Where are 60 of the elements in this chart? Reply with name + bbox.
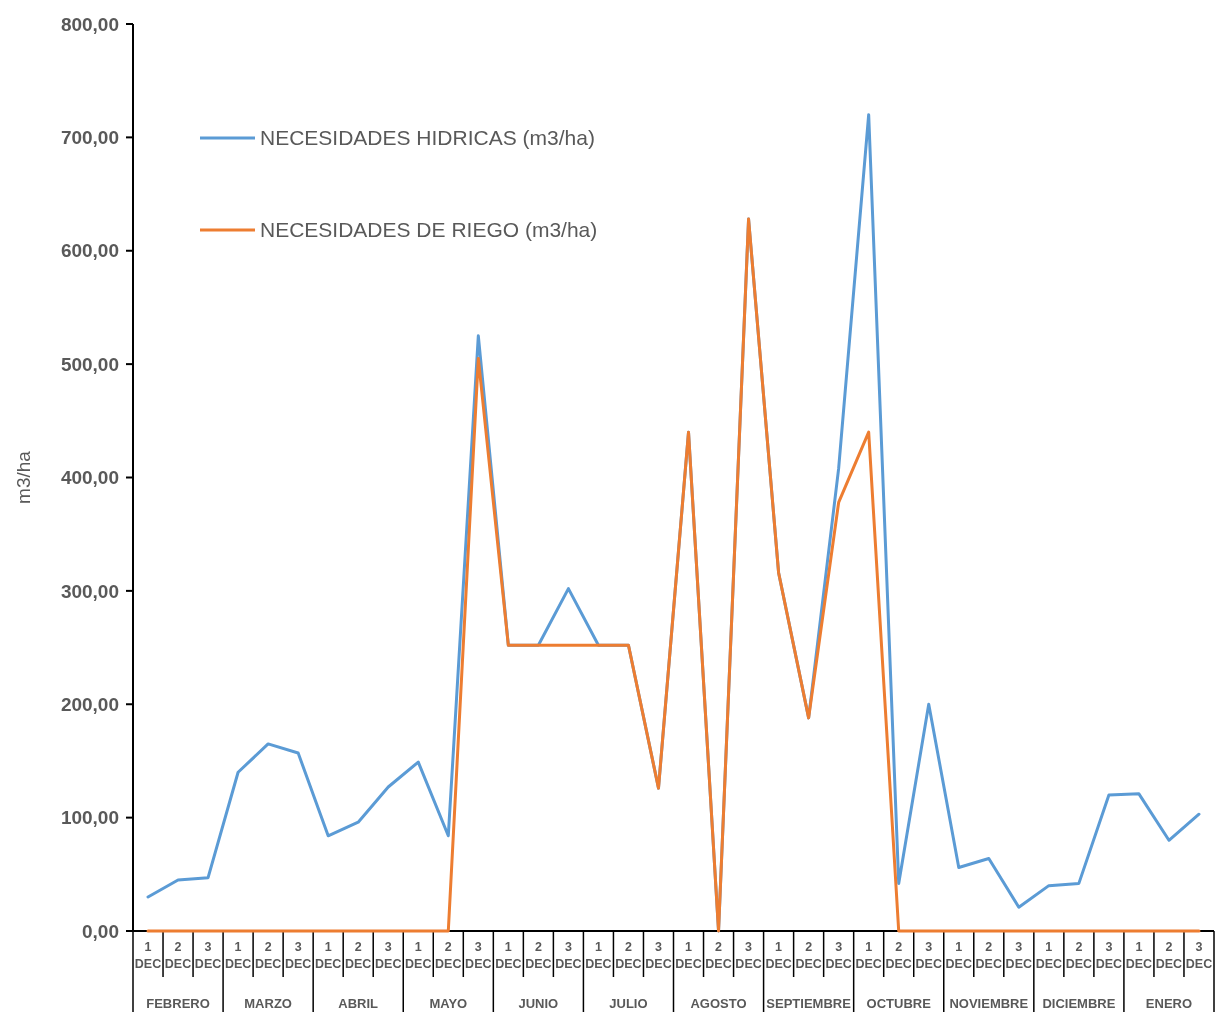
y-tick-label: 700,00 <box>60 127 119 149</box>
x-tick-label: 1 DEC <box>405 940 432 971</box>
x-tick-label: 2 DEC <box>254 940 282 971</box>
x-tick-label: 1 DEC <box>855 940 882 971</box>
legend-label: NECESIDADES HIDRICAS (m3/ha) <box>260 126 595 150</box>
text: MAYO <box>429 996 468 1011</box>
x-tick-label: 2 DEC <box>885 940 912 971</box>
x-tick-label: 3 DEC <box>1005 940 1033 971</box>
x-tick-label: 2 DEC <box>164 940 192 971</box>
x-tick-label: 2 DEC <box>615 940 642 971</box>
x-tick-label: 3 DEC <box>735 940 762 971</box>
y-tick-label: 600,00 <box>60 240 119 262</box>
text: ABRIL <box>338 996 379 1011</box>
x-tick-label: 1 DEC <box>1035 940 1063 971</box>
text: DICIEMBRE <box>1042 996 1116 1011</box>
x-tick-label: 2 DEC <box>795 940 822 971</box>
x-tick-label: 1 DEC <box>765 940 792 971</box>
x-tick-label: 1 DEC <box>224 940 252 971</box>
x-tick-label: 3 DEC <box>1095 940 1123 971</box>
y-axis-title: m3/ha <box>13 450 34 504</box>
y-tick-label: 100,00 <box>60 807 119 829</box>
legend-label: NECESIDADES DE RIEGO (m3/ha) <box>260 218 598 242</box>
x-tick-label: 1 DEC <box>314 940 342 971</box>
x-tick-label: 1 DEC <box>134 940 162 971</box>
text: SEPTIEMBRE <box>766 996 852 1011</box>
x-tick-label: 2 DEC <box>345 940 372 971</box>
x-tick-label: 3 DEC <box>1185 940 1213 971</box>
y-tick-label: 300,00 <box>60 580 119 602</box>
text: AGOSTO <box>690 996 747 1011</box>
text: OCTUBRE <box>866 996 932 1011</box>
x-tick-label: 3 DEC <box>555 940 582 971</box>
x-tick-label: 3 DEC <box>284 940 312 971</box>
x-tick-label: 3 DEC <box>194 940 222 971</box>
x-tick-label: 1 DEC <box>1125 940 1153 971</box>
x-tick-label: 3 DEC <box>375 940 402 971</box>
x-tick-label: 1 DEC <box>945 940 972 971</box>
x-tick-label: 2 DEC <box>975 940 1002 971</box>
y-tick-label: 0,00 <box>82 920 119 942</box>
x-tick-label: 1 DEC <box>585 940 612 971</box>
x-tick-label: 2 DEC <box>435 940 462 971</box>
text: FEBRERO <box>146 996 210 1011</box>
x-tick-label: 3 DEC <box>465 940 492 971</box>
text: JUNIO <box>518 996 559 1011</box>
x-tick-label: 2 DEC <box>1065 940 1093 971</box>
y-tick-label: 800,00 <box>60 13 119 35</box>
x-tick-label: 2 DEC <box>525 940 552 971</box>
y-tick-label: 200,00 <box>60 693 119 715</box>
x-tick-label: 1 DEC <box>495 940 522 971</box>
x-tick-label: 3 DEC <box>645 940 672 971</box>
text: NOVIEMBRE <box>949 996 1029 1011</box>
text: JULIO <box>609 996 648 1011</box>
x-tick-label: 3 DEC <box>825 940 852 971</box>
text: ENERO <box>1145 996 1193 1011</box>
x-tick-label: 2 DEC <box>1155 940 1183 971</box>
x-tick-label: 2 DEC <box>705 940 732 971</box>
x-tick-label: 3 DEC <box>915 940 942 971</box>
text: MARZO <box>244 996 292 1011</box>
y-tick-label: 400,00 <box>60 467 119 489</box>
y-tick-label: 500,00 <box>60 353 119 375</box>
x-tick-label: 1 DEC <box>675 940 702 971</box>
